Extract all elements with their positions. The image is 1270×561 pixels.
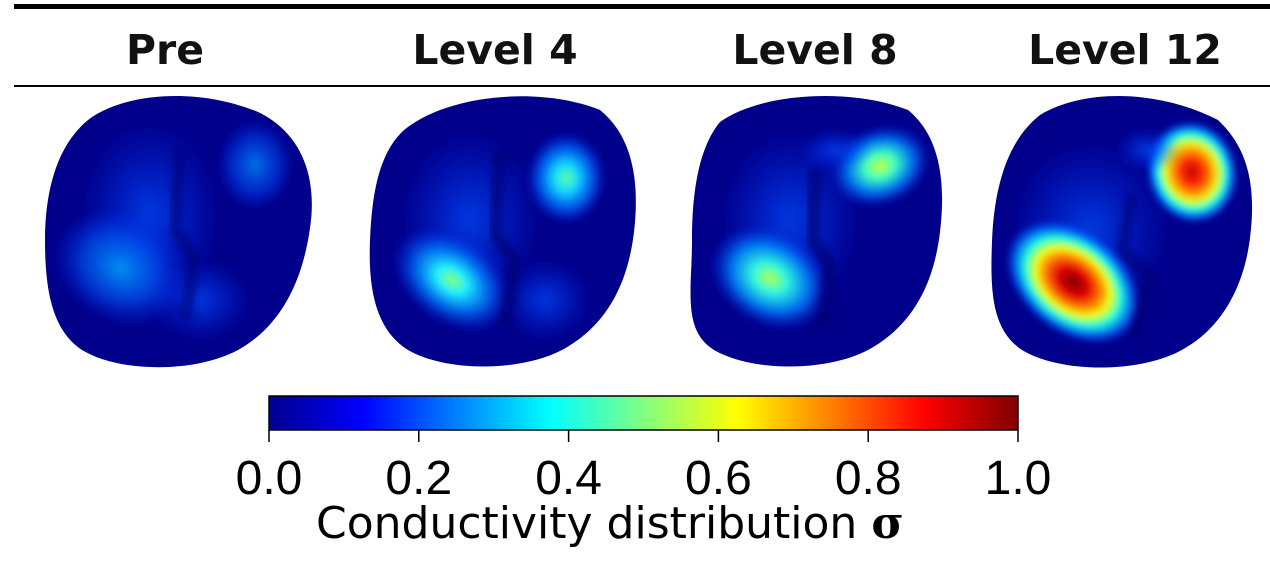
header-pre: Pre	[125, 26, 205, 74]
table-header-rule	[14, 85, 1270, 87]
table-top-rule	[14, 4, 1270, 9]
colorbar-tick-label: 0.4	[535, 452, 602, 505]
map-level-4	[369, 96, 636, 367]
header-level-8: Level 8	[732, 26, 898, 74]
colorbar-ticks: 0.0 0.2 0.4 0.6 0.8 1.0	[236, 430, 1052, 505]
header-level-12: Level 12	[1028, 26, 1222, 74]
map-level-12	[991, 96, 1253, 368]
axis-label-text: Conductivity distribution	[316, 498, 858, 549]
colorbar	[268, 395, 1019, 431]
colorbar-tick-label: 0.2	[385, 452, 452, 505]
colorbar-axis-title: Conductivity distribution σ	[316, 498, 904, 550]
colorbar-tick-label: 1.0	[985, 452, 1052, 505]
map-level-8	[690, 96, 943, 367]
colorbar-tick-label: 0.0	[236, 452, 303, 505]
colorbar-tick-label: 0.8	[835, 452, 902, 505]
colorbar-tick-label: 0.6	[685, 452, 752, 505]
header-level-4: Level 4	[412, 26, 578, 74]
map-pre	[45, 95, 312, 368]
sigma-symbol: σ	[871, 498, 904, 549]
